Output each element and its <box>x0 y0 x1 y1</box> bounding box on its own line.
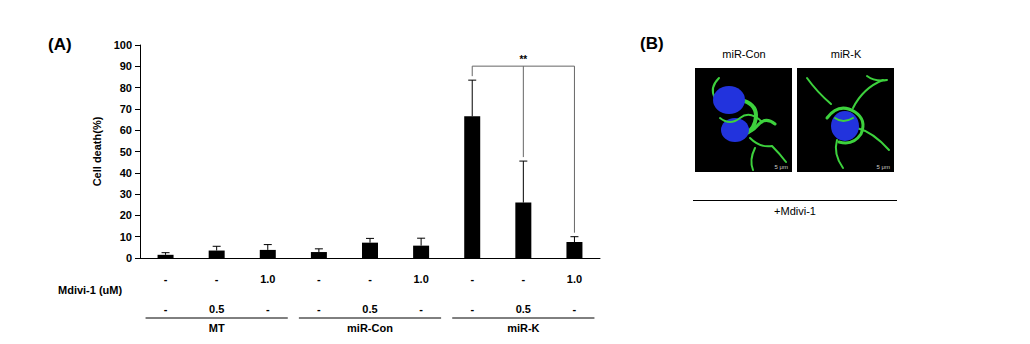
svg-text:-: - <box>470 303 474 315</box>
svg-text:0.5: 0.5 <box>209 303 224 315</box>
svg-text:1.0: 1.0 <box>567 273 582 285</box>
svg-text:-: - <box>215 273 219 285</box>
svg-text:80: 80 <box>120 82 132 94</box>
svg-text:1.0: 1.0 <box>260 273 275 285</box>
svg-text:-: - <box>317 273 321 285</box>
svg-text:**: ** <box>519 54 527 65</box>
svg-text:-: - <box>419 303 423 315</box>
svg-text:-: - <box>317 303 321 315</box>
svg-text:90: 90 <box>120 60 132 72</box>
svg-text:miR-K: miR-K <box>507 322 539 334</box>
svg-text:0: 0 <box>126 252 132 264</box>
html-text:miR-K: miR-K <box>830 48 862 60</box>
html-text:miR-Con: miR-Con <box>722 48 766 60</box>
svg-text:miR-Con: miR-Con <box>347 322 393 334</box>
svg-text:Cell death(%): Cell death(%) <box>91 116 103 186</box>
svg-text:-: - <box>164 303 168 315</box>
svg-text:100: 100 <box>114 39 132 51</box>
svg-text:0.5: 0.5 <box>516 303 531 315</box>
svg-text:20: 20 <box>120 209 132 221</box>
html-text:(B): (B) <box>640 34 664 53</box>
svg-text:60: 60 <box>120 124 132 136</box>
svg-text:(A): (A) <box>48 35 72 54</box>
svg-text:MT: MT <box>209 322 225 334</box>
svg-text:-: - <box>521 273 525 285</box>
svg-text:40: 40 <box>120 167 132 179</box>
svg-text:50: 50 <box>120 146 132 158</box>
svg-text:70: 70 <box>120 103 132 115</box>
svg-text:-: - <box>266 303 270 315</box>
svg-text:30: 30 <box>120 188 132 200</box>
svg-text:10: 10 <box>120 231 132 243</box>
svg-text:-: - <box>573 303 577 315</box>
svg-text:Mdivi-1 (uM): Mdivi-1 (uM) <box>58 284 122 296</box>
svg-text:-: - <box>164 273 168 285</box>
svg-text:1.0: 1.0 <box>413 273 428 285</box>
svg-text:-: - <box>368 273 372 285</box>
html-text:+Mdivi-1: +Mdivi-1 <box>774 205 816 217</box>
svg-text:0.5: 0.5 <box>362 303 377 315</box>
html-text:5 μm: 5 μm <box>876 164 890 170</box>
html-text:5 μm: 5 μm <box>774 164 788 170</box>
svg-text:-: - <box>470 273 474 285</box>
